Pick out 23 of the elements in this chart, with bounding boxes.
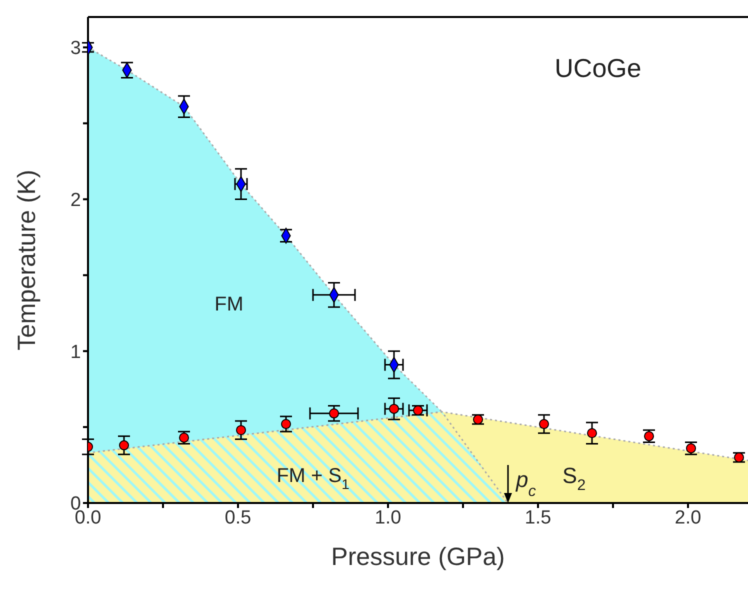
point (538, 419, 550, 430)
x-tick-label: 1.0 (374, 507, 402, 528)
x-tick-label: 2.0 (674, 507, 702, 528)
point (328, 408, 340, 418)
annotation: S$_{2}$ (562, 462, 586, 494)
annotation: FM + S$_{1}$ (276, 465, 350, 492)
x-tick-label: 0.5 (224, 507, 252, 528)
point (734, 452, 744, 462)
annotation: UCoGe (554, 53, 642, 84)
point (586, 428, 598, 438)
x-tick-label: 1.5 (524, 507, 552, 528)
point (472, 414, 484, 424)
y-tick-label: 1 (70, 342, 81, 363)
point (236, 425, 246, 436)
x-axis-title: Pressure (GPa) (331, 543, 505, 571)
point (280, 419, 292, 430)
y-tick-label: 2 (70, 190, 81, 211)
y-axis-title: Temperature (K) (12, 170, 41, 350)
point (388, 404, 400, 414)
point (118, 440, 130, 450)
annotation: p$_{c}$ (515, 467, 536, 500)
y-tick-label: 3 (70, 38, 81, 60)
annotation: FM (214, 294, 244, 316)
